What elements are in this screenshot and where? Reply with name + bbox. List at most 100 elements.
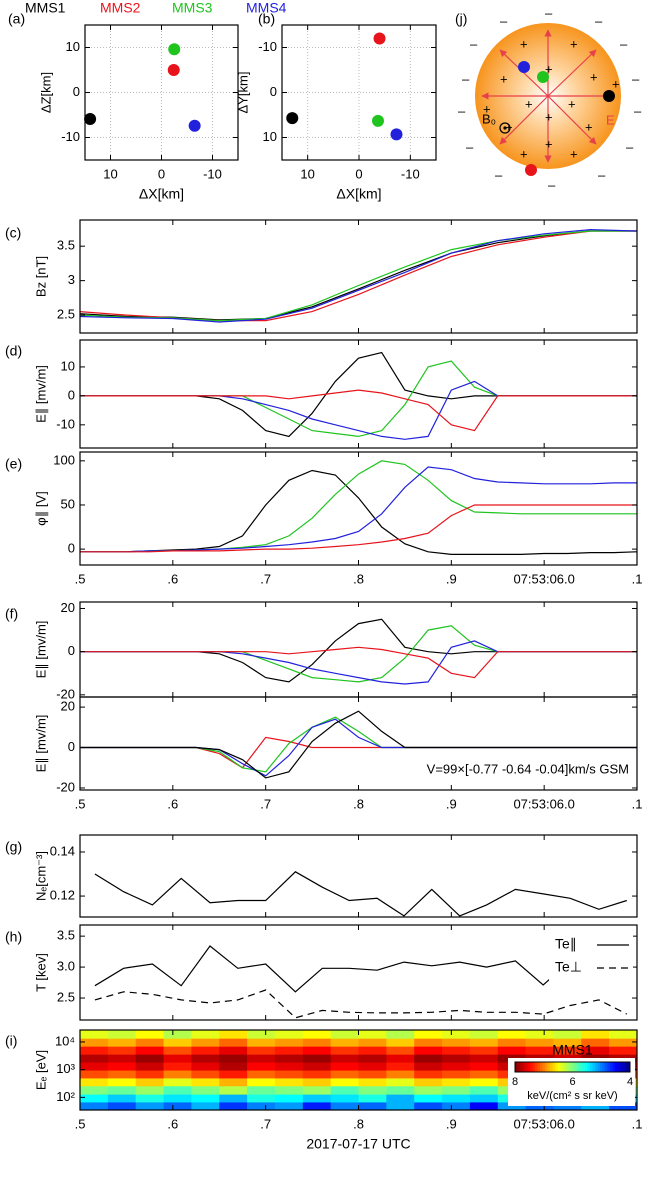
x-tick-label: 10: [300, 166, 314, 181]
colorbar-step: [542, 1062, 546, 1072]
heat-cell: [609, 1038, 638, 1047]
x-tick-label: 10: [103, 166, 117, 181]
series-line: [80, 360, 637, 438]
x-tick-label: -10: [203, 166, 222, 181]
colorbar-step: [570, 1062, 573, 1072]
panel: 2.5 3 3.5 (c) Bz [nT]: [5, 219, 638, 334]
point: [286, 112, 299, 125]
heat-cell: [497, 1038, 526, 1047]
panel-label: (g): [5, 839, 22, 855]
legend-entry: Te⊥: [555, 959, 582, 975]
y-tick-label: 0: [270, 84, 277, 99]
point: [371, 114, 384, 127]
x-tick-label: 0: [355, 166, 362, 181]
x-tick-label: .1: [632, 571, 643, 586]
panel-label: (b): [258, 11, 275, 27]
heat-cell: [107, 1085, 137, 1095]
heat-cell: [525, 1030, 554, 1039]
svg-text:–: –: [462, 71, 470, 86]
svg-text:–: –: [595, 13, 603, 28]
x-tick-label: .8: [353, 571, 364, 586]
heat-cell: [219, 1054, 248, 1063]
heat-cell: [274, 1030, 304, 1039]
series-line: [80, 466, 637, 553]
schematic: + ++ + ++ ++ + ++ + +++ –– –– –– –– –– –– –– B₀ …: [455, 5, 642, 192]
heat-cell: [386, 1038, 415, 1047]
colorbar-step: [530, 1062, 533, 1072]
legend-box: [549, 933, 633, 981]
heat-cell: [247, 1078, 276, 1087]
colorbar-label: keV/(cm² s sr keV): [527, 1090, 617, 1102]
frame: [79, 601, 638, 698]
colorbar-tick-label: 8: [512, 1076, 518, 1088]
svg-text:+: +: [505, 119, 513, 134]
heat-cell: [358, 1102, 387, 1111]
heat-cell: [80, 1094, 109, 1103]
e-label: E: [606, 112, 615, 127]
colorbar-step: [592, 1062, 596, 1072]
y-tick-label: 3.5: [57, 928, 75, 943]
heat-cell: [135, 1094, 164, 1103]
heat-cell: [581, 1038, 610, 1047]
heat-cell: [135, 1070, 164, 1079]
svg-text:+: +: [612, 76, 620, 91]
x-axis-label: 2017-07-17 UTC: [306, 1136, 410, 1152]
heat-cell: [80, 1102, 109, 1111]
panel: .5 .6 .7 .8 .9 07:53:06.0 .1 10² 10³ 10⁴ (i) Eₑ [eV…: [5, 1029, 642, 1152]
y-tick-label: 2.5: [57, 989, 75, 1004]
heat-cell: [247, 1070, 276, 1079]
colorbar-step: [515, 1062, 518, 1072]
heat-cell: [414, 1030, 443, 1039]
series-line: [80, 460, 637, 553]
series-line: [80, 389, 637, 432]
heat-cell: [442, 1046, 471, 1055]
y-tick-label: 3.0: [57, 959, 75, 974]
colorbar-step: [610, 1062, 613, 1072]
heat-cell: [135, 1046, 164, 1055]
svg-text:–: –: [458, 103, 466, 118]
x-tick-label: -10: [401, 166, 420, 181]
colorbar-step: [562, 1062, 566, 1072]
svg-text:+: +: [590, 69, 598, 84]
series-line: [79, 228, 638, 323]
heat-cell: [330, 1038, 359, 1047]
heat-cell: [107, 1046, 137, 1055]
colorbar-step: [567, 1062, 571, 1072]
svg-text:+: +: [520, 146, 528, 161]
heat-cell: [386, 1070, 415, 1079]
colorbar-step: [547, 1062, 551, 1072]
x-tick-label: .7: [260, 571, 271, 586]
heat-cell: [191, 1062, 220, 1071]
heat-cell: [219, 1038, 248, 1047]
heat-cell: [414, 1094, 443, 1103]
x-tick-label: 07:53:06.0: [513, 571, 574, 586]
heat-cell: [80, 1054, 109, 1063]
svg-text:+: +: [545, 109, 553, 124]
colorbar-step: [615, 1062, 618, 1072]
series-line: [79, 230, 637, 322]
heat-cell: [107, 1102, 137, 1111]
y-tick-label: -10: [56, 416, 75, 431]
colorbar-step: [527, 1062, 531, 1072]
legend-entry: Te∥: [555, 936, 577, 952]
series-line: [94, 871, 627, 917]
heat-cell: [163, 1046, 192, 1055]
colorbar-step: [577, 1062, 581, 1072]
heat-cell: [80, 1062, 109, 1071]
heat-cell: [442, 1030, 471, 1039]
heat-cell: [386, 1102, 415, 1111]
x-tick-label: .6: [167, 796, 178, 811]
heat-cell: [358, 1030, 387, 1039]
heat-cell: [191, 1070, 220, 1079]
y-axis-label: φ∥ [V]: [33, 491, 48, 525]
svg-text:–: –: [626, 139, 634, 154]
y-tick-label: 10: [66, 39, 80, 54]
y-tick-label: 0: [73, 84, 80, 99]
frame: [79, 451, 638, 566]
x-tick-label: .7: [260, 1116, 271, 1131]
legend-entry: MMS4: [246, 0, 287, 16]
svg-text:–: –: [632, 71, 640, 86]
heat-cell: [414, 1038, 443, 1047]
heat-cell: [442, 1078, 471, 1087]
heat-cell: [442, 1054, 471, 1063]
